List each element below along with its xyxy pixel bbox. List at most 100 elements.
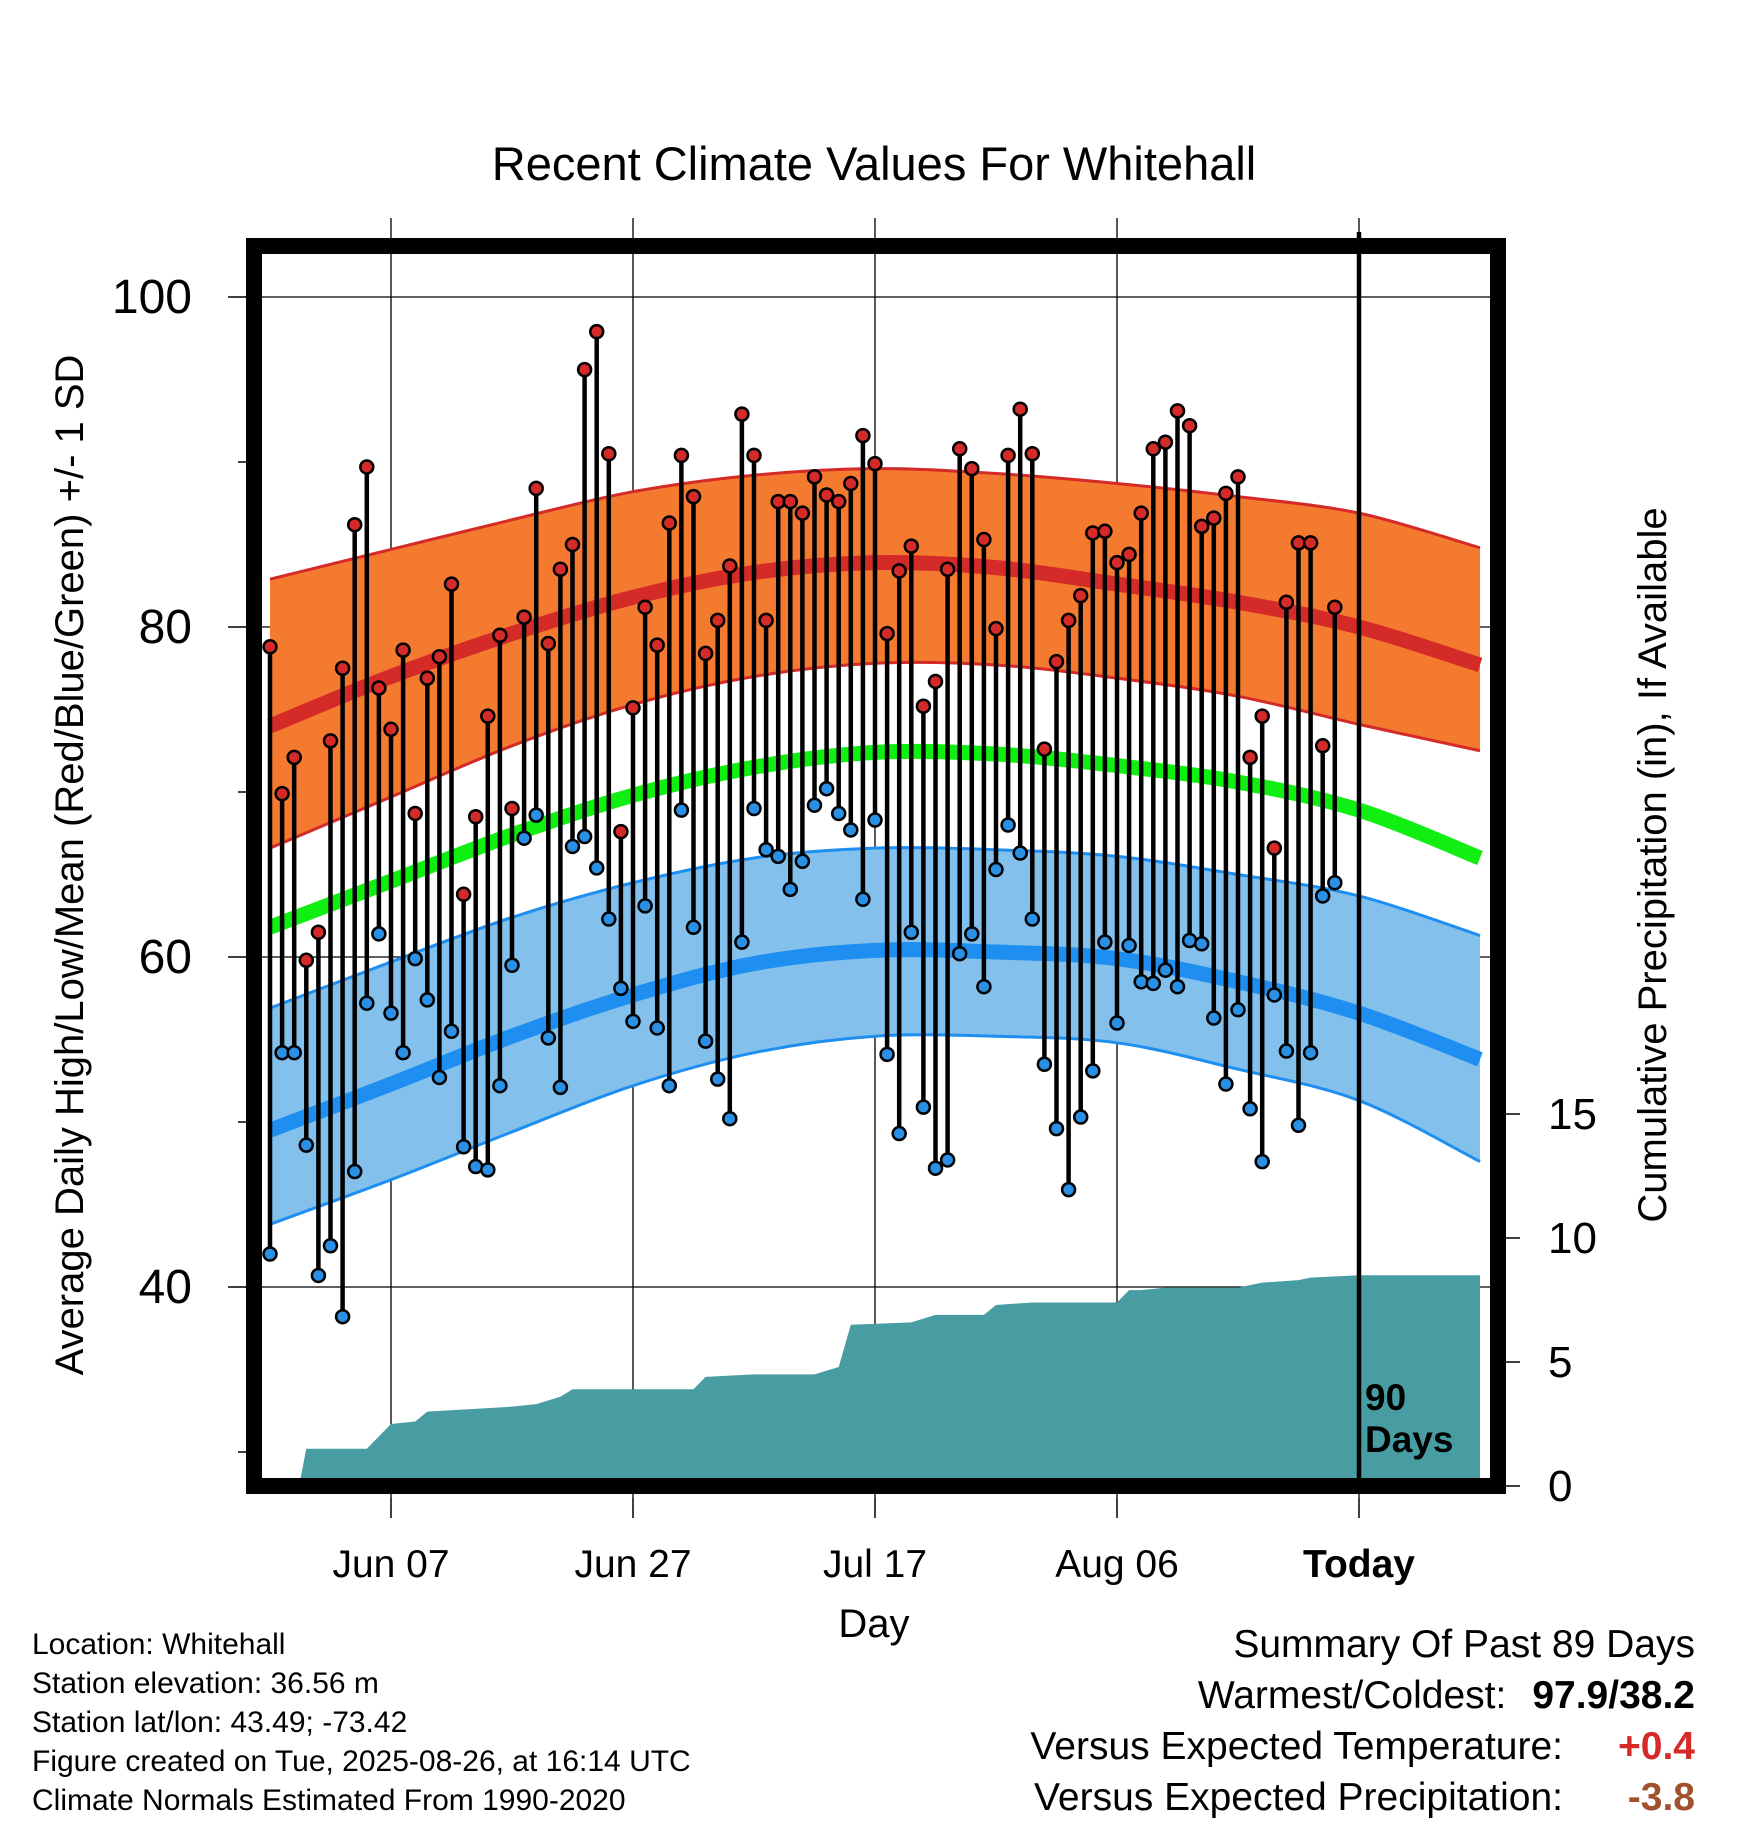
daily-high-point <box>649 637 665 653</box>
today-days-number: 90 <box>1365 1377 1406 1418</box>
daily-high-point <box>516 609 532 625</box>
daily-high-point <box>1060 612 1077 629</box>
warm-cold-label: Warmest/Coldest: <box>1197 1674 1507 1717</box>
daily-low-point <box>310 1267 327 1284</box>
daily-low-point <box>383 1005 399 1021</box>
x-tick-label: Jun 07 <box>332 1543 449 1586</box>
y-axis-label: Average Daily High/Low/Mean (Red/Blue/Gr… <box>48 355 92 1376</box>
plot-area: Jun 07 Jun 27 Jul 17 Aug 06 Today 40 60 80 100 0 5… <box>112 218 1597 1586</box>
daily-low-point <box>1097 934 1113 950</box>
precip-diff-label: Versus Expected Precipitation: <box>1034 1776 1563 1819</box>
daily-high-point <box>1242 749 1258 766</box>
daily-low-point <box>516 830 532 846</box>
daily-high-point <box>540 635 557 652</box>
daily-low-point <box>867 812 883 828</box>
daily-low-point <box>709 1071 726 1087</box>
daily-high-point <box>407 805 423 822</box>
daily-high-point <box>1169 403 1186 419</box>
daily-low-point <box>1290 1117 1307 1134</box>
daily-low-point <box>1278 1043 1295 1059</box>
daily-low-point <box>770 848 786 865</box>
daily-low-point <box>794 853 811 870</box>
daily-high-point <box>915 698 932 714</box>
daily-high-point <box>1000 447 1016 464</box>
daily-high-point <box>867 455 883 472</box>
daily-low-point <box>480 1162 496 1178</box>
daily-low-point <box>492 1077 508 1094</box>
daily-low-point <box>1314 888 1331 904</box>
precip-diff-value: -3.8 <box>1627 1776 1695 1819</box>
daily-high-point <box>1133 505 1149 521</box>
daily-high-point <box>746 447 762 464</box>
daily-low-point <box>1254 1153 1270 1170</box>
summary-precip-row: Versus Expected Precipitation: -3.8 <box>1030 1772 1695 1823</box>
daily-high-point <box>359 459 375 475</box>
daily-high-point <box>782 493 799 510</box>
daily-low-point <box>1302 1044 1319 1061</box>
daily-low-point <box>1230 1002 1246 1018</box>
daily-low-point <box>1242 1101 1258 1117</box>
daily-low-point <box>1048 1120 1065 1137</box>
daily-low-point <box>722 1110 738 1127</box>
y-tick-label: 80 <box>139 601 192 654</box>
daily-low-point <box>758 842 774 858</box>
daily-high-point <box>758 612 774 629</box>
daily-high-point <box>794 505 811 521</box>
daily-high-point <box>298 952 315 969</box>
daily-low-point <box>601 911 617 927</box>
daily-high-point <box>419 670 436 686</box>
daily-high-point <box>1230 469 1246 485</box>
daily-high-point <box>1218 485 1234 502</box>
today-days-label: Days <box>1365 1419 1453 1460</box>
daily-low-point <box>951 945 968 962</box>
daily-low-point <box>576 828 593 845</box>
plot-content <box>262 323 1483 1478</box>
temp-diff-label: Versus Expected Temperature: <box>1030 1725 1563 1768</box>
daily-high-point <box>988 620 1004 637</box>
daily-high-point <box>1278 594 1295 610</box>
y2-axis-label: Cumulative Precipitation (in), If Availa… <box>1631 507 1675 1222</box>
daily-low-point <box>637 898 653 914</box>
daily-high-point <box>806 469 823 485</box>
daily-high-point <box>1145 441 1162 457</box>
daily-low-point <box>407 950 423 967</box>
daily-low-point <box>625 1013 641 1030</box>
daily-low-point <box>1169 978 1186 995</box>
daily-low-point <box>552 1079 569 1096</box>
daily-low-point <box>443 1023 460 1039</box>
daily-high-point <box>637 599 653 615</box>
daily-low-point <box>1012 845 1028 861</box>
precip-area <box>300 1275 1480 1478</box>
daily-low-point <box>564 838 581 855</box>
daily-high-point <box>1036 741 1053 757</box>
daily-high-point <box>383 721 399 738</box>
x-tick-label: Today <box>1303 1543 1415 1586</box>
daily-low-point <box>843 822 859 838</box>
daily-high-point <box>310 924 327 940</box>
daily-low-point <box>927 1160 944 1176</box>
daily-low-point <box>298 1137 315 1153</box>
daily-high-point <box>1024 446 1041 462</box>
daily-high-point <box>673 447 690 464</box>
daily-high-point <box>504 800 520 817</box>
daily-low-point <box>1327 875 1343 891</box>
daily-high-point <box>625 700 641 716</box>
y2-tick-label: 10 <box>1548 1214 1597 1263</box>
daily-low-point <box>1036 1056 1053 1072</box>
daily-low-point <box>734 934 750 950</box>
daily-low-point <box>431 1069 448 1086</box>
daily-low-point <box>903 924 920 940</box>
daily-low-point <box>540 1030 557 1046</box>
daily-high-point <box>951 441 968 457</box>
created-text: Figure created on Tue, 2025-08-26, at 16… <box>32 1745 691 1778</box>
daily-high-point <box>395 642 411 658</box>
daily-high-point <box>1266 840 1283 856</box>
daily-low-point <box>359 995 375 1011</box>
daily-high-point <box>564 536 581 553</box>
y2-tick-label: 5 <box>1548 1338 1572 1387</box>
daily-high-point <box>588 323 605 340</box>
daily-high-point <box>927 673 944 690</box>
daily-high-point <box>964 460 980 477</box>
daily-low-point <box>1024 911 1041 927</box>
daily-high-point <box>431 648 448 665</box>
